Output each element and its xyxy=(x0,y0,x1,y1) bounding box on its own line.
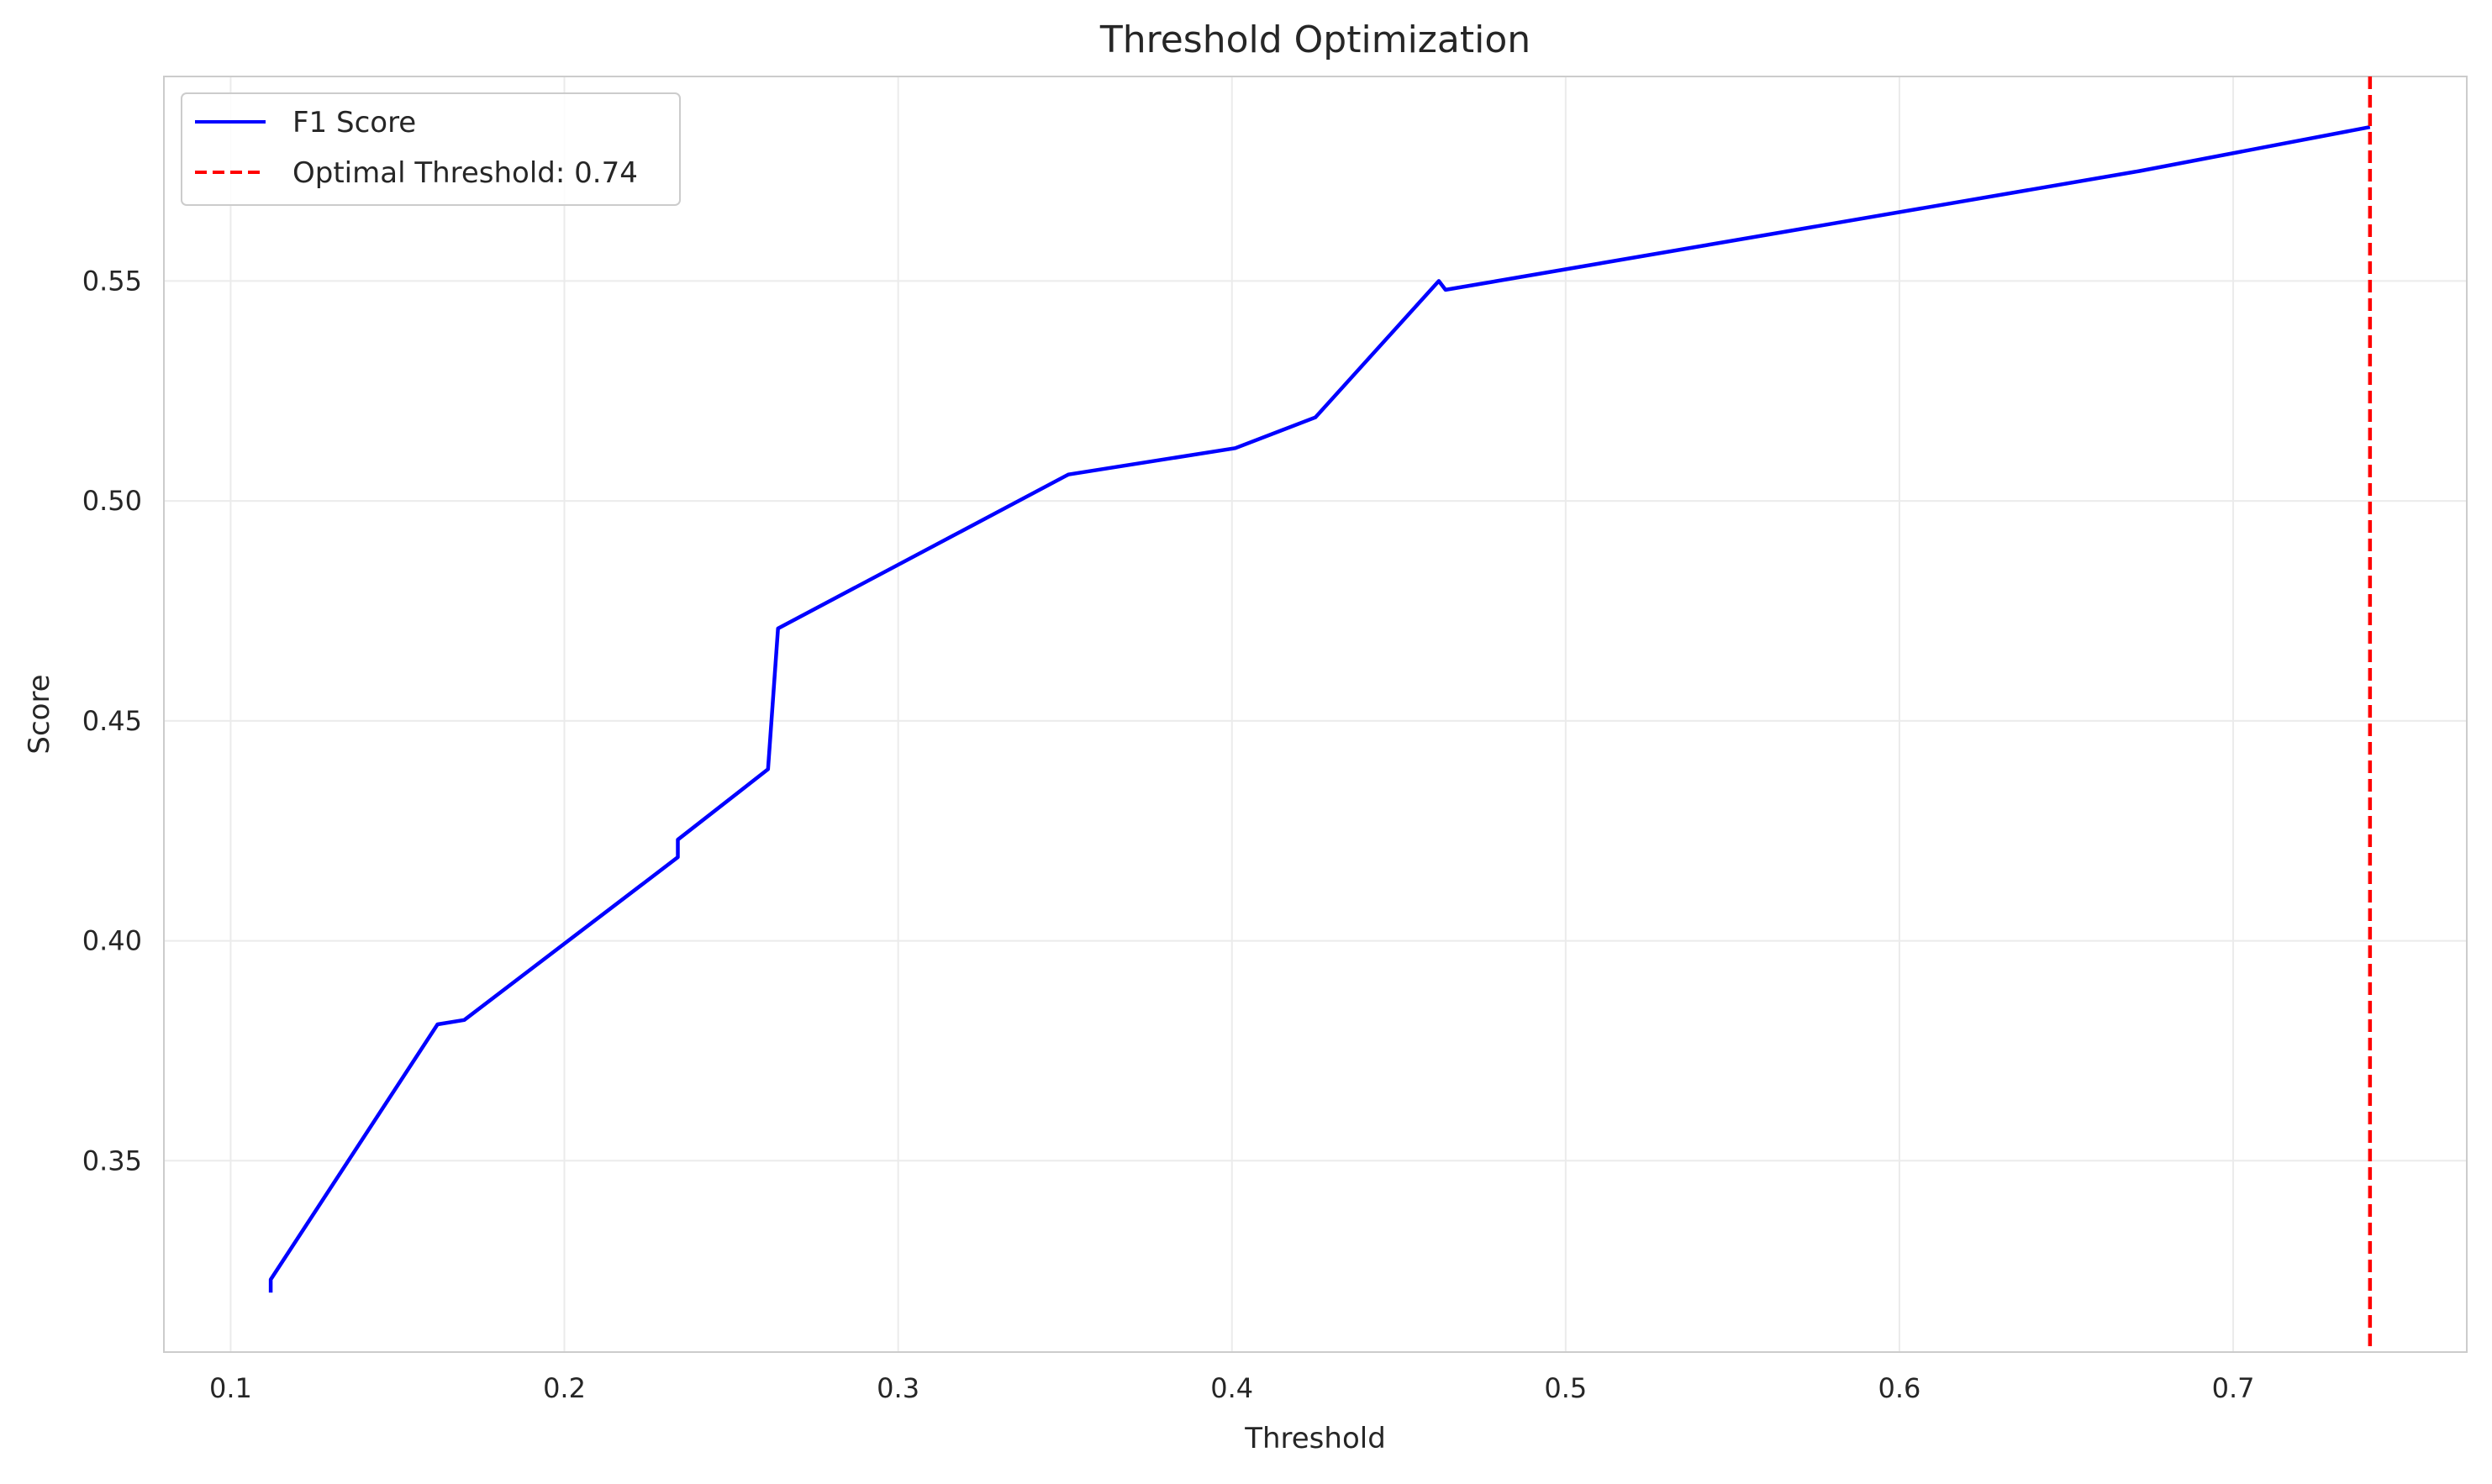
y-tick-label: 0.40 xyxy=(82,925,142,957)
legend: F1 Score Optimal Threshold: 0.74 xyxy=(181,92,681,206)
x-axis-ticks: 0.1 0.2 0.3 0.4 0.5 0.6 0.7 xyxy=(209,1372,2254,1404)
x-tick-label: 0.6 xyxy=(1878,1372,1920,1404)
x-tick-label: 0.7 xyxy=(2212,1372,2255,1404)
y-tick-label: 0.35 xyxy=(82,1145,142,1176)
plot-frame xyxy=(163,76,2468,1353)
legend-box xyxy=(181,92,681,206)
series-layer xyxy=(268,124,2371,1293)
x-tick-label: 0.1 xyxy=(209,1372,252,1404)
legend-label-f1-score: F1 Score xyxy=(292,106,416,139)
x-tick-label: 0.2 xyxy=(543,1372,586,1404)
y-tick-label: 0.50 xyxy=(82,485,142,517)
legend-label-optimal-threshold: Optimal Threshold: 0.74 xyxy=(292,156,638,190)
chart-title: Threshold Optimization xyxy=(1099,18,1530,61)
grid xyxy=(164,76,2467,1352)
x-tick-label: 0.5 xyxy=(1544,1372,1587,1404)
y-axis-label: Score xyxy=(23,674,56,754)
x-tick-label: 0.4 xyxy=(1210,1372,1253,1404)
y-tick-label: 0.45 xyxy=(82,705,142,737)
series-line-f1-score xyxy=(268,124,2371,1293)
x-axis-label: Threshold xyxy=(1244,1422,1386,1455)
y-axis-ticks: 0.35 0.40 0.45 0.50 0.55 xyxy=(82,265,142,1176)
y-tick-label: 0.55 xyxy=(82,265,142,297)
x-tick-label: 0.3 xyxy=(877,1372,919,1404)
